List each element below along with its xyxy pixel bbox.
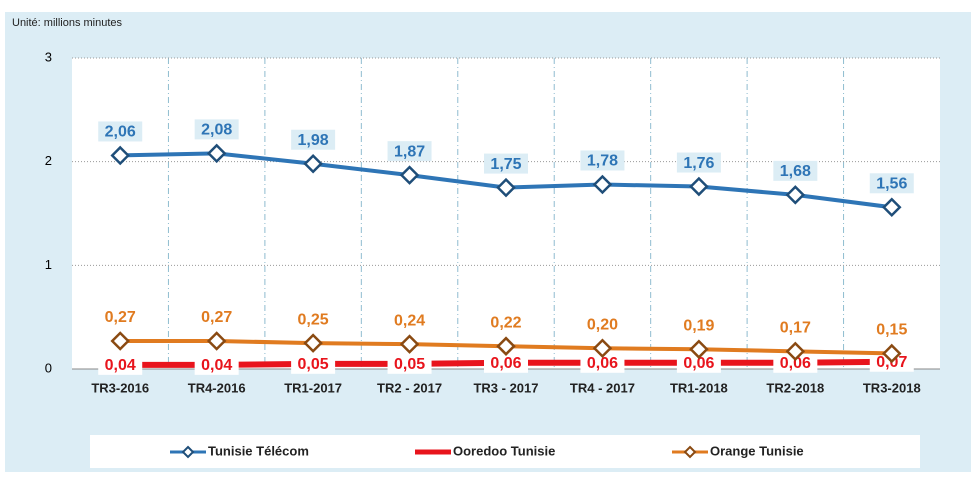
x-tick-label: TR3-2018 xyxy=(863,380,921,395)
data-label: 1,98 xyxy=(298,132,329,149)
marker xyxy=(399,334,420,354)
x-tick-label: TR3-2016 xyxy=(91,380,149,395)
marker xyxy=(689,176,709,197)
legend-label: Tunisie Télécom xyxy=(208,443,309,458)
legend-box xyxy=(90,435,920,468)
data-label: 0,25 xyxy=(298,311,329,328)
data-label: 1,75 xyxy=(490,156,521,173)
data-label: 0,19 xyxy=(683,318,714,335)
unit-annotation: Unité: millions minutes xyxy=(12,17,123,29)
label-bg xyxy=(580,352,625,373)
label-bg xyxy=(387,310,432,331)
legend-marker xyxy=(181,445,195,459)
x-tick-label: TR2 - 2017 xyxy=(377,380,442,395)
label-bg xyxy=(484,312,528,333)
marker xyxy=(882,343,902,364)
label-bg xyxy=(773,317,818,338)
marker xyxy=(110,331,130,351)
y-tick-label: 2 xyxy=(45,153,52,168)
label-bg xyxy=(291,129,336,150)
label-bg xyxy=(291,309,336,330)
marker xyxy=(496,336,516,356)
label-bg xyxy=(484,352,528,373)
data-label: 0,24 xyxy=(394,312,425,329)
marker xyxy=(882,197,902,218)
data-label: 2,06 xyxy=(105,124,136,141)
marker xyxy=(689,339,709,360)
label-bg xyxy=(580,150,625,171)
x-tick-label: TR1-2018 xyxy=(670,380,728,395)
label-bg xyxy=(676,352,721,373)
data-label: 0,20 xyxy=(587,316,618,333)
marker xyxy=(303,153,323,174)
label-bg xyxy=(773,160,818,181)
label-bg xyxy=(387,141,432,162)
label-bg xyxy=(869,319,914,340)
data-label: 0,15 xyxy=(876,322,907,339)
data-label: 0,05 xyxy=(298,356,329,373)
label-bg xyxy=(773,352,818,373)
x-tick-label: TR4 - 2017 xyxy=(570,380,635,395)
marker xyxy=(592,174,613,195)
marker xyxy=(206,143,227,164)
data-label: 1,78 xyxy=(587,153,618,170)
data-label: 1,56 xyxy=(876,175,907,192)
data-label: 1,76 xyxy=(683,155,714,172)
marker xyxy=(303,333,323,353)
legend-label: Ooredoo Tunisie xyxy=(453,443,555,458)
data-label: 0,04 xyxy=(201,357,232,374)
data-label: 0,06 xyxy=(490,355,521,372)
data-label: 0,17 xyxy=(780,320,811,337)
label-bg xyxy=(387,353,432,374)
marker xyxy=(785,341,806,362)
label-bg xyxy=(194,307,239,328)
data-label: 0,27 xyxy=(201,309,232,326)
x-tick-label: TR1-2017 xyxy=(284,380,342,395)
label-bg xyxy=(291,353,336,374)
y-tick-label: 0 xyxy=(45,360,52,375)
data-label: 0,06 xyxy=(587,355,618,372)
label-bg xyxy=(98,121,143,142)
x-tick-label: TR2-2018 xyxy=(766,380,824,395)
label-bg xyxy=(869,173,914,194)
label-bg xyxy=(194,119,239,140)
y-tick-label: 3 xyxy=(45,49,52,64)
data-label: 0,27 xyxy=(105,309,136,326)
data-label: 0,05 xyxy=(394,356,425,373)
label-bg xyxy=(484,153,528,174)
marker xyxy=(206,331,227,351)
label-bg xyxy=(98,307,143,328)
data-label: 0,04 xyxy=(105,357,136,374)
data-label: 1,87 xyxy=(394,143,425,160)
legend-label: Orange Tunisie xyxy=(710,443,804,458)
marker xyxy=(592,338,613,359)
label-bg xyxy=(676,152,721,173)
label-bg xyxy=(580,314,625,335)
data-label: 0,06 xyxy=(780,355,811,372)
label-bg xyxy=(194,354,239,375)
x-tick-label: TR4-2016 xyxy=(188,380,246,395)
data-label: 0,22 xyxy=(490,314,521,331)
marker xyxy=(496,177,516,198)
marker xyxy=(399,165,420,185)
data-label: 2,08 xyxy=(201,122,232,139)
x-tick-label: TR3 - 2017 xyxy=(473,380,538,395)
data-label: 1,68 xyxy=(780,163,811,180)
label-bg xyxy=(98,354,143,375)
marker xyxy=(110,145,130,166)
data-label: 0,06 xyxy=(683,355,714,372)
y-tick-label: 1 xyxy=(45,257,52,272)
label-bg xyxy=(676,315,721,336)
marker xyxy=(785,185,806,205)
legend-marker xyxy=(683,445,697,459)
